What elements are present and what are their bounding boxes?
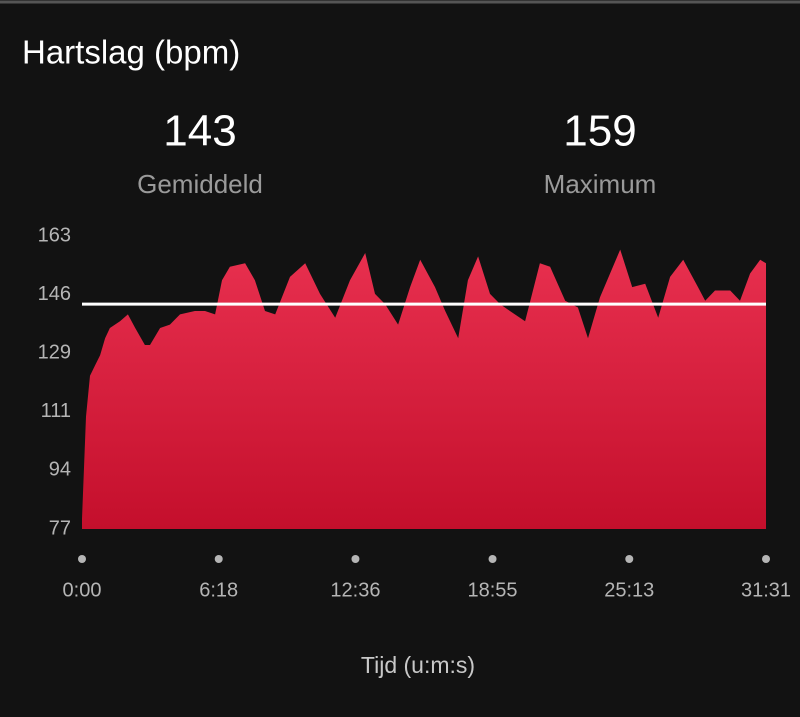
x-tick-label: 25:13 [604,579,654,601]
x-tick-dot [762,555,770,563]
x-tick-dot [214,555,223,563]
heart-rate-area [82,249,766,529]
chart-title: Hartslag (bpm) [22,34,240,71]
y-tick-label: 163 [38,224,71,246]
x-tick-label: 31:31 [741,579,791,601]
y-tick-label: 146 [38,283,71,305]
max-value: 159 [563,107,636,156]
y-tick-label: 129 [38,341,71,363]
x-tick-label: 18:55 [468,579,518,601]
y-tick-label: 77 [49,517,71,539]
max-label: Maximum [544,169,657,199]
average-value: 143 [163,107,236,156]
x-tick-label: 12:36 [330,579,380,601]
x-tick-dot [351,555,360,563]
y-tick-label: 111 [41,400,71,422]
x-tick-label: 0:00 [63,579,102,601]
x-tick-dot [488,555,497,563]
x-tick-dot [625,555,634,563]
x-tick-dot [78,555,86,563]
x-tick-label: 6:18 [199,579,238,601]
y-tick-label: 94 [49,459,71,481]
x-axis-label: Tijd (u:m:s) [361,652,475,678]
average-label: Gemiddeld [137,169,263,199]
